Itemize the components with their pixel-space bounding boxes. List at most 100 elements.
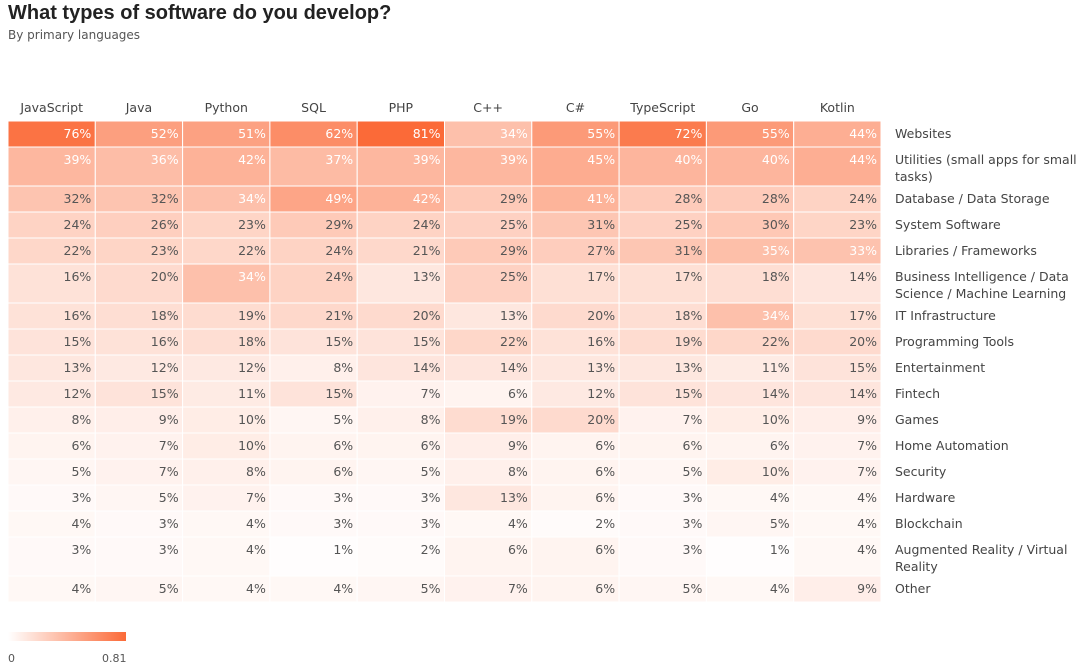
- cell-value: 25%: [500, 217, 528, 232]
- cell-value: 39%: [413, 152, 441, 167]
- column-label: PHP: [389, 100, 414, 115]
- cell-value: 5%: [159, 581, 179, 596]
- column-label: Python: [205, 100, 248, 115]
- heatmap-cell: [7, 406, 96, 434]
- heatmap-cell: [7, 575, 96, 603]
- heatmap-cell: [793, 575, 882, 603]
- cell-value: 6%: [595, 581, 615, 596]
- heatmap-cell: [269, 484, 358, 512]
- heatmap-cell: [356, 328, 446, 356]
- cell-value: 20%: [587, 308, 615, 323]
- cell-value: 22%: [238, 243, 266, 258]
- row-label: Libraries / Frameworks: [895, 243, 1037, 258]
- row-label: Entertainment: [895, 360, 985, 375]
- cell-value: 10%: [762, 464, 790, 479]
- cell-value: 19%: [675, 334, 703, 349]
- cell-value: 14%: [413, 360, 441, 375]
- heatmap-cell: [444, 185, 533, 213]
- heatmap-cell: [94, 237, 184, 265]
- cell-value: 14%: [762, 386, 790, 401]
- cell-value: 25%: [500, 269, 528, 284]
- heatmap-cell: [618, 211, 707, 239]
- heatmap-cell: [94, 536, 184, 577]
- cell-value: 16%: [151, 334, 179, 349]
- heatmap-cell: [269, 120, 358, 148]
- cell-value: 6%: [595, 438, 615, 453]
- cell-value: 14%: [500, 360, 528, 375]
- cell-value: 7%: [159, 464, 179, 479]
- heatmap-cell: [705, 302, 795, 330]
- cell-value: 32%: [151, 191, 179, 206]
- cell-value: 7%: [857, 438, 877, 453]
- heatmap-cell: [182, 237, 271, 265]
- cell-value: 24%: [413, 217, 441, 232]
- cell-value: 4%: [857, 490, 877, 505]
- heatmap-cell: [793, 354, 882, 382]
- cell-value: 17%: [849, 308, 877, 323]
- cell-value: 1%: [770, 542, 790, 557]
- cell-value: 5%: [333, 412, 353, 427]
- cell-value: 24%: [64, 217, 92, 232]
- heatmap-cell: [531, 406, 620, 434]
- heatmap-cell: [618, 536, 707, 577]
- heatmap-cell: [94, 185, 184, 213]
- heatmap-cell: [793, 302, 882, 330]
- heatmap-cell: [618, 302, 707, 330]
- cell-value: 5%: [421, 464, 441, 479]
- cell-value: 12%: [587, 386, 615, 401]
- cell-value: 5%: [683, 581, 703, 596]
- cell-value: 18%: [151, 308, 179, 323]
- heatmap-cell: [793, 432, 882, 460]
- heatmap-cell: [531, 328, 620, 356]
- heatmap-cell: [269, 146, 358, 187]
- row-label: Utilities (small apps for small: [895, 152, 1077, 167]
- heatmap-cell: [705, 354, 795, 382]
- cell-value: 3%: [683, 490, 703, 505]
- cell-value: 9%: [508, 438, 528, 453]
- cell-value: 12%: [64, 386, 92, 401]
- heatmap-cell: [793, 458, 882, 486]
- cell-value: 23%: [238, 217, 266, 232]
- heatmap-cell: [705, 406, 795, 434]
- heatmap-cell: [618, 484, 707, 512]
- heatmap-cell: [94, 432, 184, 460]
- heatmap-cell: [531, 237, 620, 265]
- cell-value: 6%: [595, 464, 615, 479]
- cell-value: 15%: [325, 386, 353, 401]
- heatmap-cell: [618, 510, 707, 538]
- heatmap-cell: [793, 237, 882, 265]
- heatmap-cell: [269, 575, 358, 603]
- heatmap-cell: [705, 211, 795, 239]
- row-label: Database / Data Storage: [895, 191, 1050, 206]
- heatmap-chart: JavaScript Java Python SQL PHP C++ C# TypeScrip…: [7, 100, 1077, 603]
- heatmap-cell: [793, 406, 882, 434]
- heatmap-cell: [705, 484, 795, 512]
- heatmap-cell: [94, 302, 184, 330]
- row-label: Websites: [895, 126, 951, 141]
- cell-value: 15%: [151, 386, 179, 401]
- cell-value: 7%: [246, 490, 266, 505]
- cell-value: 3%: [333, 516, 353, 531]
- cell-value: 20%: [413, 308, 441, 323]
- cell-value: 76%: [64, 126, 92, 141]
- cell-value: 13%: [64, 360, 92, 375]
- cell-value: 23%: [849, 217, 877, 232]
- cell-value: 39%: [64, 152, 92, 167]
- cell-value: 3%: [333, 490, 353, 505]
- heatmap-cell: [444, 510, 533, 538]
- heatmap-cell: [793, 484, 882, 512]
- cell-value: 12%: [238, 360, 266, 375]
- heatmap-cell: [356, 510, 446, 538]
- cell-value: 13%: [675, 360, 703, 375]
- cell-value: 21%: [325, 308, 353, 323]
- row-label: Home Automation: [895, 438, 1009, 453]
- heatmap-cell: [444, 536, 533, 577]
- cell-value: 34%: [762, 308, 790, 323]
- cell-value: 15%: [675, 386, 703, 401]
- heatmap-cell: [269, 536, 358, 577]
- row-label: Fintech: [895, 386, 940, 401]
- cell-value: 4%: [246, 516, 266, 531]
- cell-value: 51%: [238, 126, 266, 141]
- heatmap-cell: [618, 185, 707, 213]
- cell-value: 28%: [762, 191, 790, 206]
